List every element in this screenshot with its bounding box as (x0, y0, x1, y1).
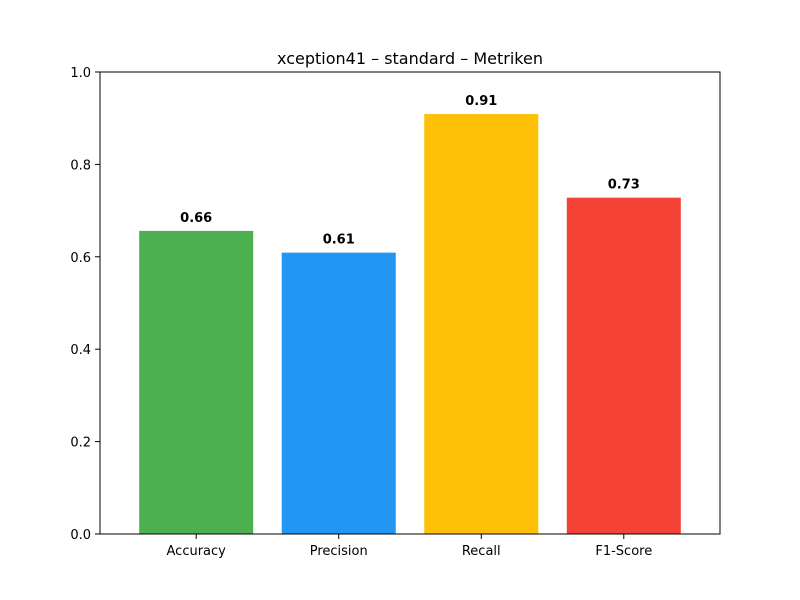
y-tick-label: 1.0 (70, 66, 91, 81)
y-tick-label: 0.6 (70, 251, 91, 266)
x-tick-label-precision: Precision (310, 544, 368, 559)
data-label-precision: 0.61 (323, 233, 355, 248)
data-labels-group: 0.66 0.61 0.91 0.73 (180, 94, 640, 248)
plot-frame (99, 71, 721, 535)
x-tick-label-accuracy: Accuracy (167, 544, 227, 559)
y-tick-label: 0.2 (70, 436, 91, 451)
x-tick-label-f1-score: F1-Score (595, 544, 652, 559)
y-tick-label: 0.4 (70, 343, 91, 358)
bar-recall (424, 114, 539, 535)
bars-group (139, 114, 681, 535)
data-label-accuracy: 0.66 (180, 211, 212, 226)
y-tick-label: 0.0 (70, 528, 91, 543)
y-axis: 0.0 0.2 0.4 0.6 0.8 1.0 (70, 66, 100, 543)
data-label-recall: 0.91 (465, 94, 497, 109)
bar-accuracy (139, 230, 254, 535)
bar-f1-score (566, 197, 681, 534)
x-axis: Accuracy Precision Recall F1-Score (167, 534, 652, 559)
y-tick-label: 0.8 (70, 158, 91, 173)
x-tick-label-recall: Recall (462, 544, 501, 559)
bar-precision (281, 252, 396, 534)
chart-title: xception41 – standard – Metriken (277, 49, 543, 68)
data-label-f1-score: 0.73 (608, 178, 640, 193)
